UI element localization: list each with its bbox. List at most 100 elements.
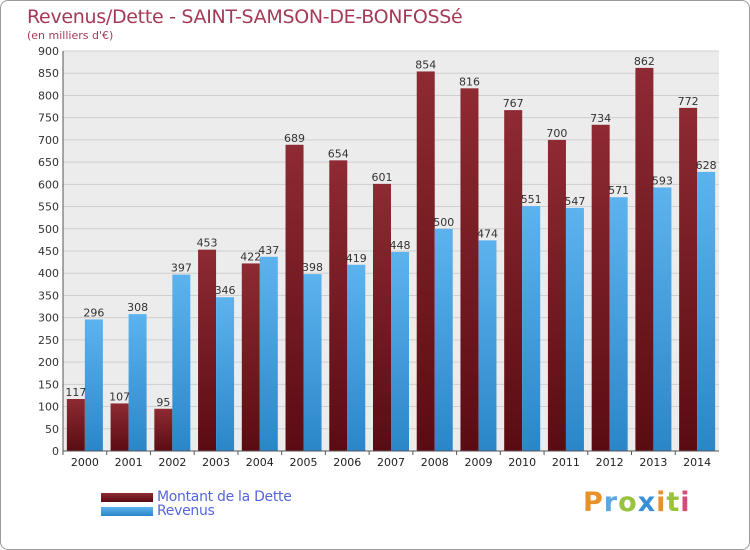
x-tick-label: 2005	[290, 456, 318, 469]
y-tick-label: 850	[38, 67, 59, 80]
data-label-dette: 854	[415, 58, 436, 71]
bar-dette	[679, 107, 698, 451]
bar-revenus	[653, 187, 672, 451]
data-label-dette: 734	[590, 112, 611, 125]
x-tick-label: 2003	[202, 456, 230, 469]
data-label-dette: 107	[109, 390, 130, 403]
data-label-dette: 862	[634, 55, 655, 68]
bar-dette	[110, 403, 129, 451]
y-tick-label: 750	[38, 112, 59, 125]
y-tick-label: 650	[38, 156, 59, 169]
data-label-revenus: 500	[433, 216, 454, 229]
data-label-revenus: 547	[564, 195, 585, 208]
x-tick-label: 2008	[421, 456, 449, 469]
x-tick-label: 2001	[115, 456, 143, 469]
bar-dette	[504, 110, 523, 451]
bar-revenus	[172, 274, 191, 451]
bar-dette	[154, 408, 173, 451]
bar-revenus	[128, 314, 147, 451]
bar-dette	[241, 263, 260, 451]
data-label-revenus: 628	[696, 159, 717, 172]
data-label-dette: 700	[546, 127, 567, 140]
data-label-revenus: 571	[608, 184, 629, 197]
x-tick-label: 2009	[464, 456, 492, 469]
chart-subtitle: (en milliers d'€)	[27, 29, 114, 42]
y-tick-label: 550	[38, 201, 59, 214]
bar-revenus	[391, 251, 409, 451]
bar-dette	[591, 124, 610, 452]
bar-revenus	[522, 206, 541, 451]
data-label-revenus: 398	[302, 261, 323, 274]
data-label-dette: 772	[678, 95, 699, 108]
data-label-revenus: 551	[521, 193, 542, 206]
legend-label-revenus: Revenus	[157, 503, 215, 519]
data-label-dette: 816	[459, 75, 480, 88]
chart-title: Revenus/Dette - SAINT-SAMSON-DE-BONFOSSé	[27, 6, 463, 28]
x-tick-label: 2012	[596, 456, 624, 469]
bar-dette	[460, 88, 479, 451]
data-label-revenus: 448	[390, 239, 411, 252]
legend-item-dette: Montant de la Dette	[101, 489, 292, 505]
data-label-revenus: 593	[652, 174, 673, 187]
bar-dette	[285, 144, 304, 451]
bar-revenus	[565, 207, 584, 451]
bar-dette	[329, 160, 348, 452]
legend-swatch-dette	[101, 492, 153, 502]
y-tick-label: 400	[38, 267, 59, 280]
bar-revenus	[697, 171, 716, 451]
y-tick-label: 300	[38, 312, 59, 325]
bar-revenus	[347, 264, 366, 451]
y-tick-label: 50	[45, 423, 59, 436]
bar-dette	[547, 139, 566, 451]
data-label-dette: 767	[503, 97, 524, 110]
y-tick-label: 0	[52, 445, 59, 458]
y-tick-label: 200	[38, 356, 59, 369]
data-label-dette: 453	[197, 237, 218, 250]
legend-swatch-revenus	[101, 506, 153, 516]
x-tick-label: 2000	[71, 456, 99, 469]
x-tick-label: 2004	[246, 456, 274, 469]
bar-dette	[373, 183, 391, 451]
bar-revenus	[216, 297, 235, 451]
y-tick-label: 350	[38, 289, 59, 302]
data-label-revenus: 419	[346, 252, 367, 265]
y-tick-label: 900	[38, 45, 59, 58]
bar-dette	[635, 67, 654, 451]
x-tick-label: 2011	[552, 456, 580, 469]
x-tick-label: 2014	[683, 456, 711, 469]
y-tick-label: 800	[38, 89, 59, 102]
proxiti-logo: Proxiti	[583, 487, 691, 518]
x-tick-label: 2006	[333, 456, 361, 469]
bar-dette	[416, 71, 435, 451]
x-tick-label: 2002	[158, 456, 186, 469]
y-tick-label: 500	[38, 223, 59, 236]
bar-revenus	[84, 319, 103, 451]
legend-label-dette: Montant de la Dette	[157, 489, 292, 505]
bar-dette	[198, 249, 217, 451]
bar-dette	[66, 399, 85, 451]
data-label-revenus: 308	[127, 301, 148, 314]
data-label-dette: 601	[372, 171, 393, 184]
x-tick-label: 2007	[377, 456, 405, 469]
bar-revenus	[478, 240, 497, 451]
x-tick-label: 2010	[508, 456, 536, 469]
data-label-dette: 95	[156, 396, 170, 409]
data-label-revenus: 296	[83, 306, 104, 319]
legend-item-revenus: Revenus	[101, 503, 215, 519]
y-tick-label: 250	[38, 334, 59, 347]
data-label-dette: 654	[328, 147, 349, 160]
data-label-revenus: 346	[215, 284, 236, 297]
data-label-dette: 689	[284, 132, 305, 145]
data-label-dette: 117	[65, 386, 86, 399]
bar-revenus	[434, 228, 453, 451]
bar-revenus	[259, 256, 278, 451]
data-label-revenus: 397	[171, 262, 192, 275]
data-label-dette: 422	[240, 250, 261, 263]
data-label-revenus: 437	[258, 244, 279, 257]
y-tick-label: 600	[38, 178, 59, 191]
y-tick-label: 100	[38, 401, 59, 414]
bar-revenus	[609, 197, 628, 451]
data-label-revenus: 474	[477, 227, 498, 240]
